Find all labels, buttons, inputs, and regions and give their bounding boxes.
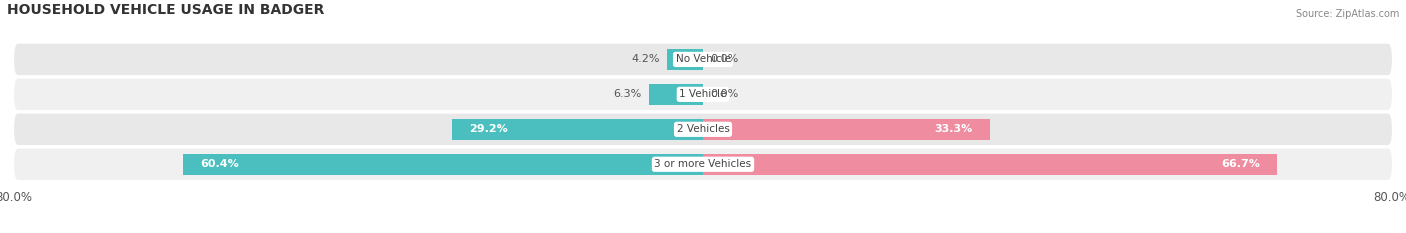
Text: 2 Vehicles: 2 Vehicles	[676, 124, 730, 134]
Text: 3 or more Vehicles: 3 or more Vehicles	[654, 159, 752, 169]
Bar	[451, 119, 703, 140]
Bar	[648, 84, 703, 105]
Text: 4.2%: 4.2%	[631, 55, 659, 64]
FancyBboxPatch shape	[14, 44, 1392, 75]
Text: 0.0%: 0.0%	[710, 89, 738, 99]
Text: 33.3%: 33.3%	[935, 124, 973, 134]
Text: 66.7%: 66.7%	[1222, 159, 1260, 169]
Text: 60.4%: 60.4%	[200, 159, 239, 169]
Bar	[703, 154, 1278, 175]
Text: 1 Vehicle: 1 Vehicle	[679, 89, 727, 99]
Bar	[666, 49, 703, 70]
Text: 6.3%: 6.3%	[613, 89, 643, 99]
FancyBboxPatch shape	[14, 79, 1392, 110]
Text: No Vehicle: No Vehicle	[675, 55, 731, 64]
Text: 29.2%: 29.2%	[468, 124, 508, 134]
Bar	[703, 119, 990, 140]
FancyBboxPatch shape	[14, 149, 1392, 180]
Text: Source: ZipAtlas.com: Source: ZipAtlas.com	[1295, 9, 1399, 19]
Legend: Owner-occupied, Renter-occupied: Owner-occupied, Renter-occupied	[576, 230, 830, 233]
Bar	[183, 154, 703, 175]
FancyBboxPatch shape	[14, 114, 1392, 145]
Text: HOUSEHOLD VEHICLE USAGE IN BADGER: HOUSEHOLD VEHICLE USAGE IN BADGER	[7, 3, 325, 17]
Text: 0.0%: 0.0%	[710, 55, 738, 64]
